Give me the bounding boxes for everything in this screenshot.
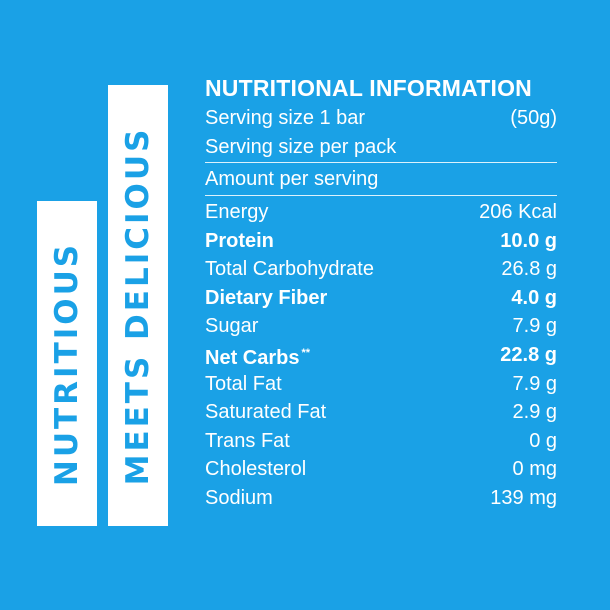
slogan-text-meets-delicious: MEETS DELICIOUS (120, 126, 156, 485)
nutrient-label-group: Net Carbs ** (205, 339, 310, 372)
nutrient-row: Total Fat 7.9 g (205, 369, 557, 398)
nutrient-label: Cholesterol (205, 458, 307, 481)
nutrition-title: NUTRITIONAL INFORMATION (205, 75, 532, 101)
slogan-bar-meets-delicious: MEETS DELICIOUS (108, 85, 168, 526)
nutrient-value: 10.0 g (500, 229, 557, 252)
nutrient-value: 26.8 g (501, 258, 557, 281)
nutrient-value: 22.8 g (500, 344, 557, 367)
nutrient-value: 7.9 g (512, 315, 557, 338)
nutrient-row: Sugar 7.9 g (205, 312, 557, 341)
nutrient-label: Sodium (205, 487, 273, 510)
nutrient-row: Sodium 139 mg (205, 484, 557, 513)
nutrient-label: Saturated Fat (205, 401, 327, 424)
nutrient-label: Trans Fat (205, 429, 290, 452)
nutrient-label: Dietary Fiber (205, 286, 328, 309)
nutrient-value: 206 Kcal (479, 201, 557, 224)
serving-size-label: Serving size 1 bar (205, 107, 366, 130)
nutrient-label: Total Fat (205, 372, 282, 395)
nutrient-row: Protein 10.0 g (205, 226, 557, 255)
nutrient-list: Energy 206 Kcal Protein 10.0 g Total Carbohy… (205, 198, 557, 513)
nutrient-value: 2.9 g (512, 401, 557, 424)
footnote-mark: ** (301, 346, 311, 359)
amount-per-serving-row: Amount per serving (205, 165, 557, 194)
nutrient-row: Trans Fat 0 g (205, 427, 557, 456)
nutrient-value: 139 mg (490, 487, 557, 510)
nutrition-facts-panel: NUTRITIONAL INFORMATION Serving size 1 b… (205, 72, 557, 512)
serving-size-value: (50g) (510, 107, 557, 130)
nutrient-row: Saturated Fat 2.9 g (205, 398, 557, 427)
nutrient-value: 4.0 g (511, 286, 557, 309)
nutrient-row: Energy 206 Kcal (205, 198, 557, 227)
nutrient-value: 0 g (529, 429, 557, 452)
nutrient-value: 7.9 g (512, 372, 557, 395)
servings-per-pack-row: Serving size per pack (205, 133, 557, 162)
nutrient-row: Dietary Fiber 4.0 g (205, 284, 557, 313)
nutrient-label: Energy (205, 201, 269, 224)
amount-per-serving-label: Amount per serving (205, 168, 379, 191)
nutrient-label: Sugar (205, 315, 259, 338)
nutrient-row: Net Carbs ** 22.8 g (205, 341, 557, 370)
servings-per-pack-label: Serving size per pack (205, 135, 397, 158)
slogan-bar-nutritious: NUTRITIOUS (37, 201, 97, 526)
nutrient-row: Total Carbohydrate 26.8 g (205, 255, 557, 284)
divider (205, 162, 557, 164)
slogan-text-nutritious: NUTRITIOUS (49, 241, 85, 486)
divider (205, 194, 557, 196)
nutrient-label: Total Carbohydrate (205, 258, 374, 281)
nutrient-label: Protein (205, 229, 274, 252)
serving-size-row: Serving size 1 bar (50g) (205, 104, 557, 133)
nutrient-row: Cholesterol 0 mg (205, 455, 557, 484)
nutrient-label: Net Carbs (205, 346, 300, 369)
nutrient-value: 0 mg (512, 458, 557, 481)
